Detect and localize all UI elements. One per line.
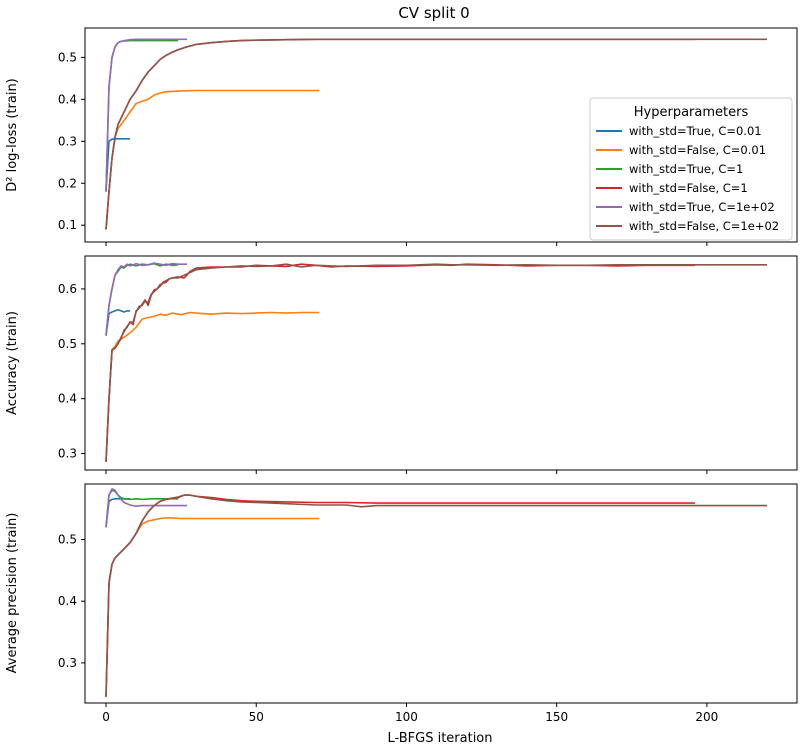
series-line-with-std-true-c-1	[105, 489, 179, 528]
legend-entry-label: with_std=True, C=0.01	[629, 124, 762, 138]
x-tick-label: 0	[102, 710, 110, 724]
legend-entry-label: with_std=False, C=0.01	[629, 143, 766, 157]
legend-entry-label: with_std=True, C=1	[629, 162, 743, 176]
y-axis-label: Average precision (train)	[5, 513, 20, 674]
figure-title: CV split 0	[398, 4, 469, 22]
legend-title: Hyperparameters	[634, 105, 749, 120]
series-line-with-std-false-c-1	[105, 494, 695, 697]
y-tick-label: 0.4	[58, 92, 77, 106]
legend-entries: with_std=True, C=0.01 with_std=False, C=0…	[596, 124, 779, 233]
series-line-with-std-true-c-1e-02	[105, 38, 188, 192]
x-tick-label: 150	[545, 710, 568, 724]
y-tick-label: 0.3	[58, 447, 77, 461]
x-tick-label: 200	[695, 710, 718, 724]
series-line-with-std-true-c-1	[105, 39, 179, 192]
x-axis-label: L-BFGS iteration	[387, 731, 492, 746]
series-line-with-std-true-c-1e-02	[105, 488, 188, 528]
series-line-with-std-false-c-1e-02	[105, 263, 767, 462]
legend: Hyperparameters with_std=True, C=0.01wit…	[589, 97, 793, 241]
y-axis-label: Accuracy (train)	[5, 311, 20, 415]
series-lines	[105, 38, 767, 230]
y-axis-label: D² log-loss (train)	[5, 78, 20, 192]
x-tick-label: 50	[249, 710, 264, 724]
series-line-with-std-false-c-1e-02	[105, 38, 767, 230]
series-line-with-std-false-c-0-01	[105, 517, 320, 697]
y-tick-label: 0.1	[58, 218, 77, 232]
series-line-with-std-false-c-1e-02	[105, 494, 767, 697]
series-line-with-std-true-c-1e-02	[105, 262, 188, 336]
y-tick-label: 0.5	[58, 50, 77, 64]
y-tick-label: 0.5	[58, 337, 77, 351]
legend-frame	[589, 97, 793, 241]
legend-entry-label: with_std=True, C=1e+02	[629, 200, 775, 214]
panel-accuracy: 0.3 0.4 0.5 0.6 Accuracy (train)	[5, 255, 798, 474]
series-line-with-std-true-c-0-01	[105, 138, 131, 192]
series-line-with-std-false-c-0-01	[105, 311, 320, 462]
legend-entry-label: with_std=False, C=1	[629, 181, 748, 195]
y-tick-label: 0.2	[58, 176, 77, 190]
panel-d2-log-loss: 0.1 0.2 0.3 0.4 0.5 D² log-loss (train)	[5, 27, 798, 246]
series-lines	[105, 262, 767, 462]
y-tick-label: 0.5	[58, 533, 77, 547]
axes-frame	[84, 483, 798, 704]
x-tick-label: 100	[395, 710, 418, 724]
y-tick-label: 0.3	[58, 134, 77, 148]
series-line-with-std-false-c-1	[105, 263, 695, 462]
y-tick-label: 0.3	[58, 656, 77, 670]
y-tick-label: 0.4	[58, 594, 77, 608]
series-line-with-std-true-c-0-01	[105, 308, 131, 336]
axes-frame	[84, 255, 798, 471]
legend-entry-label: with_std=False, C=1e+02	[629, 219, 779, 233]
series-line-with-std-true-c-1	[105, 262, 179, 336]
series-line-with-std-false-c-0-01	[105, 89, 320, 230]
axes-frame	[84, 27, 798, 243]
series-lines	[105, 488, 767, 697]
y-tick-label: 0.4	[58, 392, 77, 406]
panel-average-precision: 0 50 100 150 200 0.3 0.4 0.5 Average precision (…	[5, 483, 798, 724]
y-tick-label: 0.6	[58, 282, 77, 296]
